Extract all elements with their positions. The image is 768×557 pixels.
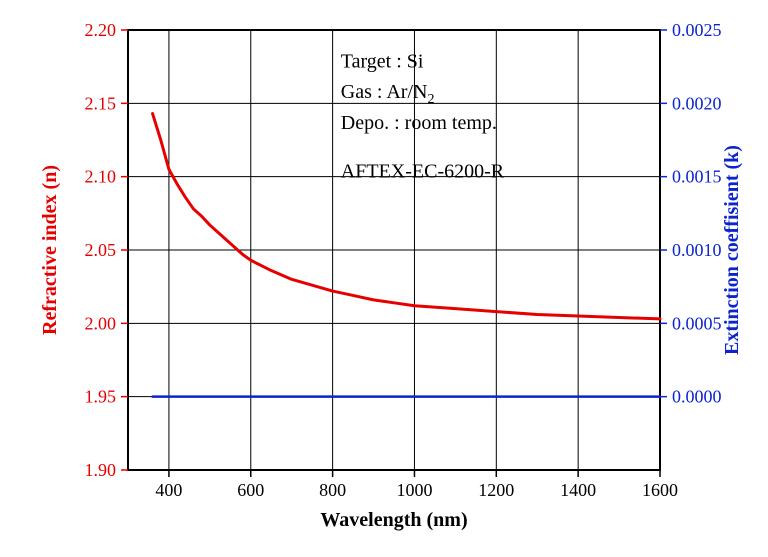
x-tick-label: 1600 bbox=[642, 480, 678, 500]
x-tick-label: 1000 bbox=[396, 480, 432, 500]
x-tick-label: 600 bbox=[237, 480, 264, 500]
right-y-axis-label: Extinction coeffisient (k) bbox=[721, 145, 743, 355]
right-y-tick-label: 0.0015 bbox=[672, 167, 722, 187]
right-y-tick-label: 0.0020 bbox=[672, 93, 722, 113]
annotation-text: Depo. : room temp. bbox=[341, 112, 497, 134]
annotation-text: Target : Si bbox=[341, 50, 424, 72]
left-y-tick-label: 2.05 bbox=[85, 240, 117, 260]
left-y-tick-label: 2.00 bbox=[85, 313, 117, 333]
left-y-tick-label: 1.95 bbox=[85, 387, 117, 407]
left-y-tick-label: 1.90 bbox=[85, 460, 117, 480]
optical-properties-chart: 400 600 800 1000 1200 1400 1600 1.90 1.95 2.00 2.0… bbox=[0, 0, 768, 557]
chart-svg: 400 600 800 1000 1200 1400 1600 1.90 1.95 2.00 2.0… bbox=[0, 0, 768, 557]
annotation-text: AFTEX-EC-6200-R bbox=[341, 160, 505, 182]
x-axis-label: Wavelength (nm) bbox=[320, 509, 467, 531]
x-tick-label: 1400 bbox=[560, 480, 596, 500]
x-tick-label: 400 bbox=[155, 480, 182, 500]
right-y-tick-label: 0.0000 bbox=[672, 387, 722, 407]
left-y-tick-label: 2.15 bbox=[85, 93, 117, 113]
x-tick-label: 1200 bbox=[478, 480, 514, 500]
right-y-tick-label: 0.0025 bbox=[672, 20, 722, 40]
x-tick-label: 800 bbox=[319, 480, 346, 500]
left-y-axis-label: Refractive index (n) bbox=[39, 165, 61, 335]
left-y-tick-label: 2.20 bbox=[85, 20, 117, 40]
right-y-tick-label: 0.0005 bbox=[672, 313, 722, 333]
left-y-tick-label: 2.10 bbox=[85, 167, 117, 187]
right-y-tick-label: 0.0010 bbox=[672, 240, 722, 260]
